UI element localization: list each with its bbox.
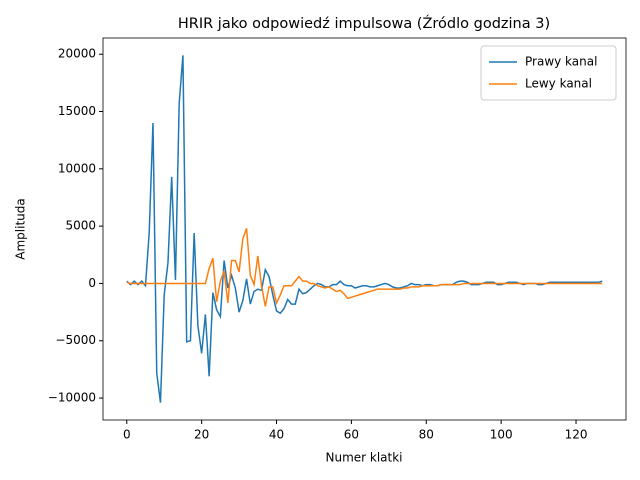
legend-label: Lewy kanal (525, 77, 592, 91)
y-tick-label: 20000 (58, 47, 96, 61)
y-tick-label: 5000 (65, 219, 96, 233)
series-line (126, 55, 603, 403)
x-tick-label: 100 (490, 428, 513, 442)
y-tick-label: −10000 (48, 391, 96, 405)
y-tick-label: 10000 (58, 161, 96, 175)
x-tick-label: 80 (419, 428, 434, 442)
y-tick-label: 0 (88, 276, 96, 290)
x-tick-label: 60 (344, 428, 359, 442)
plot-frame (102, 37, 627, 421)
chart-title: HRIR jako odpowiedź impulsowa (Źródlo go… (178, 14, 550, 32)
x-tick-label: 0 (123, 428, 131, 442)
legend-label: Prawy kanal (525, 55, 597, 69)
x-axis-label: Numer klatki (325, 451, 402, 465)
x-tick-label: 40 (269, 428, 284, 442)
x-tick-label: 20 (194, 428, 209, 442)
series-line (126, 228, 603, 307)
y-tick-label: −5000 (55, 333, 96, 347)
y-axis-label: Amplituda (14, 198, 28, 259)
legend-box (480, 45, 617, 101)
x-tick-label: 120 (565, 428, 588, 442)
y-tick-label: 15000 (58, 104, 96, 118)
